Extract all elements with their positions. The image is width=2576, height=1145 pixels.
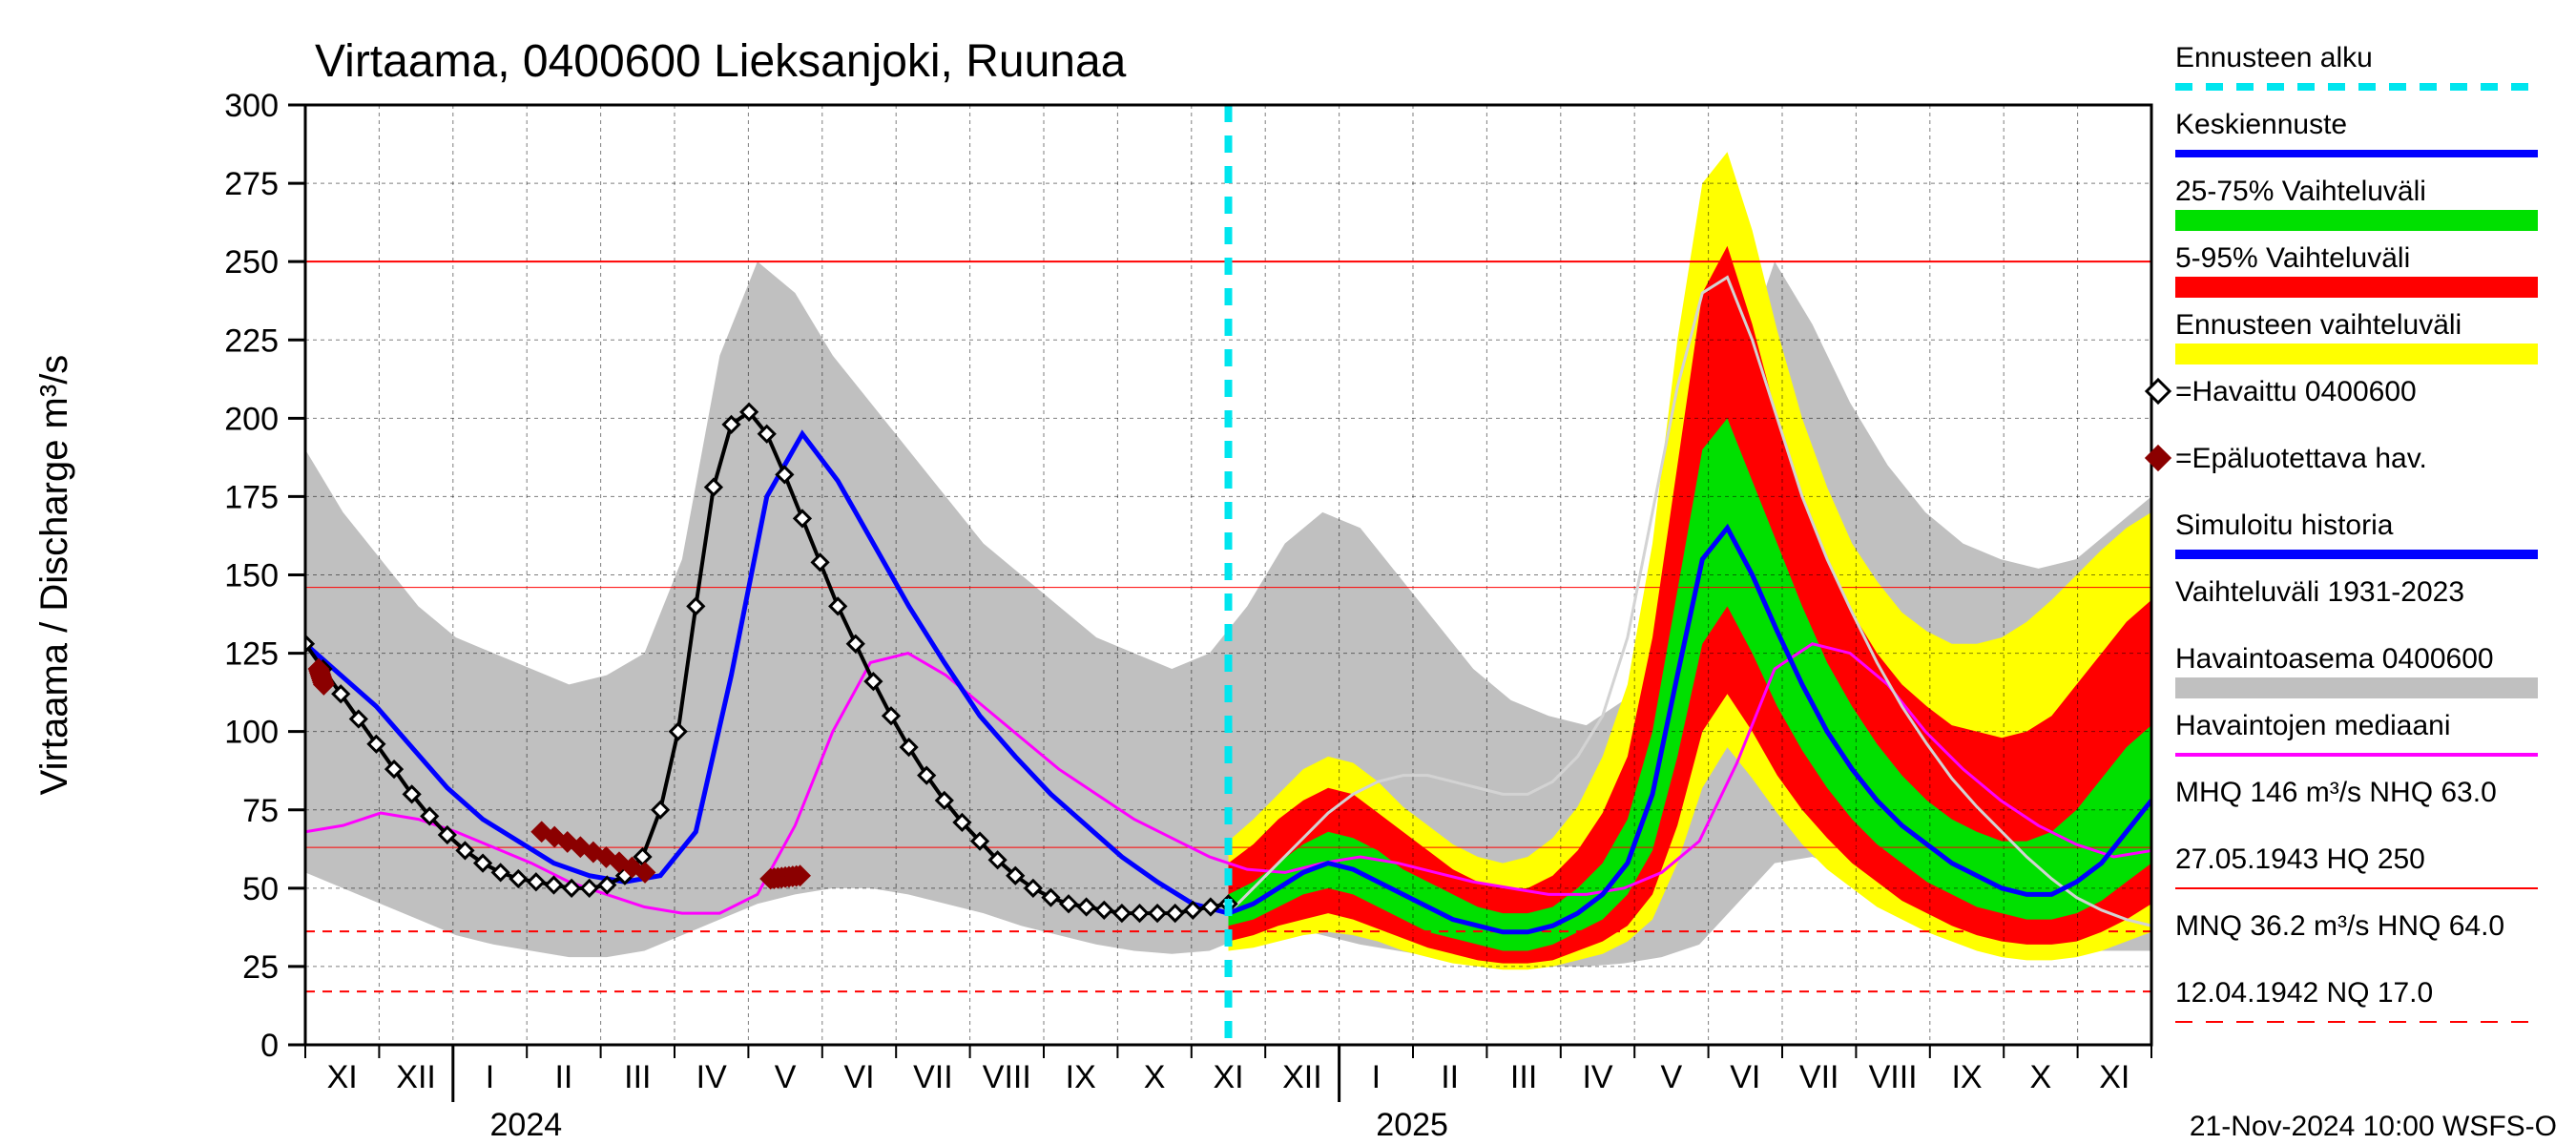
- svg-text:2025: 2025: [1376, 1107, 1448, 1143]
- svg-text:III: III: [624, 1059, 651, 1095]
- svg-text:2024: 2024: [490, 1107, 563, 1143]
- svg-text:225: 225: [224, 323, 279, 359]
- svg-text:II: II: [554, 1059, 572, 1095]
- svg-text:75: 75: [242, 793, 279, 829]
- svg-text:XII: XII: [1282, 1059, 1322, 1095]
- svg-text:275: 275: [224, 166, 279, 202]
- svg-text:VII: VII: [913, 1059, 953, 1095]
- svg-text:200: 200: [224, 401, 279, 437]
- svg-text:300: 300: [224, 88, 279, 124]
- svg-text:IV: IV: [696, 1059, 727, 1095]
- svg-text:21-Nov-2024 10:00 WSFS-O: 21-Nov-2024 10:00 WSFS-O: [2190, 1111, 2557, 1142]
- svg-text:0: 0: [260, 1028, 279, 1064]
- svg-text:Simuloitu historia: Simuloitu historia: [2175, 510, 2394, 541]
- svg-text:X: X: [1144, 1059, 1166, 1095]
- svg-text:12.04.1942 NQ 17.0: 12.04.1942 NQ 17.0: [2175, 977, 2433, 1009]
- svg-text:MNQ 36.2 m³/s HNQ 64.0: MNQ 36.2 m³/s HNQ 64.0: [2175, 910, 2504, 942]
- svg-text:150: 150: [224, 558, 279, 594]
- chart-container: 0255075100125150175200225250275300XIXIII…: [0, 0, 2576, 1145]
- svg-text:I: I: [486, 1059, 494, 1095]
- svg-text:XII: XII: [396, 1059, 436, 1095]
- svg-text:Ennusteen alku: Ennusteen alku: [2175, 42, 2373, 73]
- svg-text:Ennusteen vaihteluväli: Ennusteen vaihteluväli: [2175, 309, 2462, 341]
- svg-text:XI: XI: [2099, 1059, 2129, 1095]
- svg-text:5-95% Vaihteluväli: 5-95% Vaihteluväli: [2175, 242, 2410, 274]
- svg-text:III: III: [1510, 1059, 1537, 1095]
- svg-text:27.05.1943 HQ 250: 27.05.1943 HQ 250: [2175, 843, 2425, 875]
- svg-text:XI: XI: [1213, 1059, 1243, 1095]
- svg-text:IX: IX: [1951, 1059, 1982, 1095]
- svg-text:IV: IV: [1582, 1059, 1612, 1095]
- svg-text:X: X: [2030, 1059, 2052, 1095]
- svg-text:II: II: [1441, 1059, 1459, 1095]
- svg-text:XI: XI: [327, 1059, 358, 1095]
- svg-text:VI: VI: [843, 1059, 874, 1095]
- svg-text:MHQ 146 m³/s NHQ 63.0: MHQ 146 m³/s NHQ 63.0: [2175, 777, 2497, 808]
- svg-text:I: I: [1372, 1059, 1381, 1095]
- svg-text:Havaintoasema 0400600: Havaintoasema 0400600: [2175, 643, 2494, 675]
- svg-text:125: 125: [224, 636, 279, 673]
- svg-text:Vaihteluväli 1931-2023: Vaihteluväli 1931-2023: [2175, 576, 2464, 608]
- svg-text:250: 250: [224, 244, 279, 281]
- svg-text:100: 100: [224, 715, 279, 751]
- svg-text:=Havaittu 0400600: =Havaittu 0400600: [2175, 376, 2417, 407]
- svg-text:VIII: VIII: [983, 1059, 1031, 1095]
- chart-svg: 0255075100125150175200225250275300XIXIII…: [0, 0, 2576, 1145]
- svg-text:V: V: [775, 1059, 797, 1095]
- svg-text:VI: VI: [1730, 1059, 1760, 1095]
- svg-text:175: 175: [224, 479, 279, 515]
- svg-text:IX: IX: [1066, 1059, 1096, 1095]
- svg-text:V: V: [1661, 1059, 1683, 1095]
- svg-text:25-75% Vaihteluväli: 25-75% Vaihteluväli: [2175, 176, 2426, 207]
- svg-text:Keskiennuste: Keskiennuste: [2175, 109, 2347, 140]
- svg-text:=Epäluotettava hav.: =Epäluotettava hav.: [2175, 443, 2427, 474]
- svg-text:Virtaama / Discharge m³/s: Virtaama / Discharge m³/s: [33, 355, 75, 796]
- svg-text:VII: VII: [1799, 1059, 1839, 1095]
- svg-text:Virtaama, 0400600 Lieksanjoki,: Virtaama, 0400600 Lieksanjoki, Ruunaa: [315, 36, 1127, 87]
- svg-text:Havaintojen mediaani: Havaintojen mediaani: [2175, 710, 2451, 741]
- svg-text:50: 50: [242, 871, 279, 907]
- svg-text:VIII: VIII: [1869, 1059, 1918, 1095]
- svg-text:25: 25: [242, 949, 279, 986]
